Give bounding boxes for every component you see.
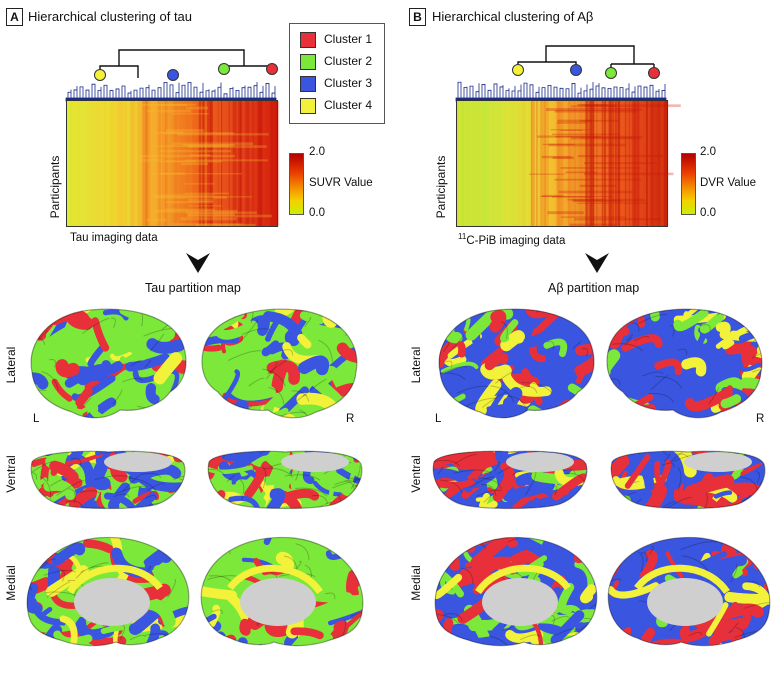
view-label-ventral-a: Ventral [4,455,18,493]
view-label-ventral-b: Ventral [409,455,423,493]
view-label-medial-a: Medial [4,565,18,601]
panel-a-x-caption: Tau imaging data [70,232,158,244]
panel-a-y-label: Participants [48,155,62,219]
panel-a-dendrogram-leaves [65,82,277,102]
panel-a-title: Hierarchical clustering of tau [28,9,193,24]
panel-a-colorbar-label: SUVR Value [309,177,373,189]
panel-b-x-caption: 11C-PiB imaging data [458,232,566,247]
panel-b-lateral-left-brain [438,308,595,419]
panel-b-heatmap-texture [457,101,681,227]
legend-item-cluster-4: Cluster 4 [300,97,372,114]
panel-a-hemisphere-right: R [346,413,355,425]
cluster-4-swatch [300,97,316,114]
panel-b-title: Hierarchical clustering of Aβ [432,9,594,24]
panel-a-lateral-left-brain [30,308,187,419]
panel-a-colorbar [289,153,304,215]
panel-b-ventral-right-brain [610,450,766,510]
cluster-3-swatch [300,75,316,92]
panel-a-colorbar-max: 2.0 [309,146,325,158]
panel-b-hemisphere-right: R [756,413,765,425]
panel-b-lateral-right-brain [606,308,763,419]
panel-a-colorbar-min: 0.0 [309,207,325,219]
panel-b-colorbar-max: 2.0 [700,146,716,158]
panel-b-letter: B [409,8,426,26]
panel-b-down-arrow-icon [585,253,609,273]
panel-b-colorbar-min: 0.0 [700,207,716,219]
panel-b-cluster1-node [648,67,660,79]
panel-a-heatmap-texture [69,101,280,227]
panel-b-cluster4-node [512,64,524,76]
panel-a-letter: A [6,8,23,26]
panel-a-cluster1-node [266,63,278,75]
panel-b-map-title: Aβ partition map [548,281,640,295]
panel-b-x-caption-superscript: 11 [458,232,467,241]
legend-item-cluster-3: Cluster 3 [300,75,372,92]
panel-a-hemisphere-left: L [33,413,40,425]
panel-a-dendrogram [65,49,278,102]
panel-b-dendrogram [455,45,667,102]
panel-a-medial-left-brain [26,536,190,647]
view-label-lateral-b: Lateral [409,346,423,384]
panel-a-map-title: Tau partition map [145,281,241,295]
legend-item-cluster-2: Cluster 2 [300,53,372,70]
panel-a-lateral-right-brain [201,308,358,419]
panel-b-y-label: Participants [434,155,448,219]
panel-b-dendrogram-leaves [455,81,667,102]
cluster-2-swatch [300,53,316,70]
panel-a-ventral-right-brain [207,450,363,510]
panel-a-heatmap [66,100,280,227]
panel-b-hemisphere-left: L [435,413,442,425]
panel-b-ventral-left-brain [432,450,588,510]
panel-b-colorbar-label: DVR Value [700,177,757,189]
panel-a-medial-right-brain [200,536,364,647]
view-label-medial-b: Medial [409,565,423,601]
panel-a-down-arrow-icon [186,253,210,273]
panel-b-medial-left-brain [434,536,598,647]
panel-a-cluster4-node [94,69,106,81]
legend-item-cluster-1: Cluster 1 [300,31,372,48]
panel-a-cluster2-node [218,63,230,75]
panel-a-cluster3-node [167,69,179,81]
panel-b-cluster2-node [605,67,617,79]
cluster-legend: Cluster 1 Cluster 2 Cluster 3 Cluster 4 [289,23,385,124]
panel-b-heatmap [456,100,681,227]
view-label-lateral-a: Lateral [4,346,18,384]
panel-b-cluster3-node [570,64,582,76]
panel-b-colorbar [681,153,696,215]
panel-b-medial-right-brain [607,536,771,647]
panel-a-ventral-left-brain [30,450,186,510]
cluster-1-swatch [300,31,316,48]
